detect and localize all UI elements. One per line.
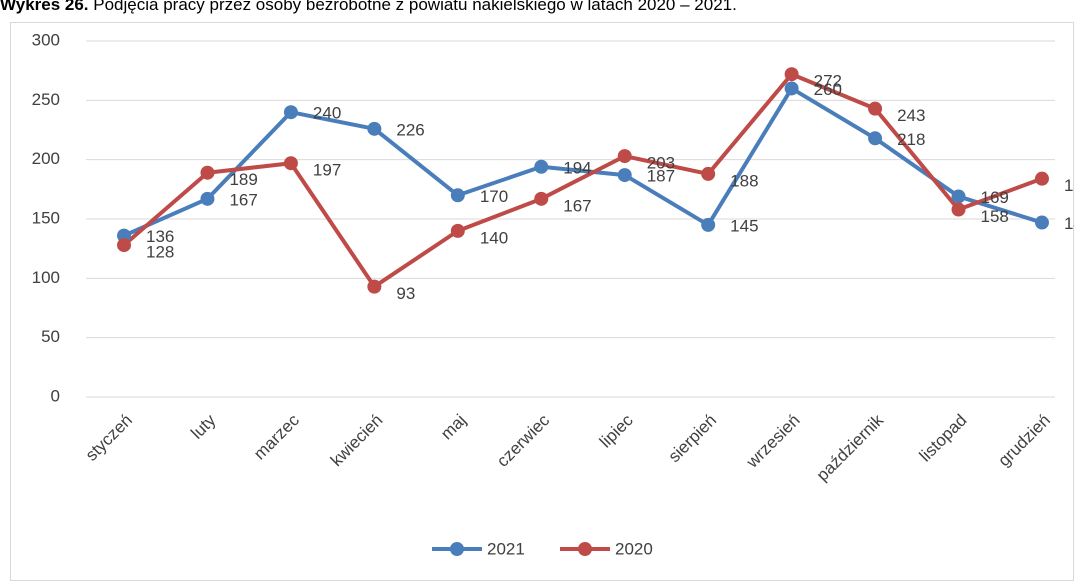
data-point — [617, 168, 632, 183]
data-label: 194 — [563, 158, 591, 177]
data-point — [534, 191, 549, 206]
series-line — [122, 72, 1043, 289]
data-point — [200, 191, 215, 206]
data-point — [784, 67, 799, 82]
data-label: 170 — [480, 187, 508, 206]
data-point — [117, 238, 132, 253]
data-point — [617, 149, 632, 164]
data-point — [283, 156, 298, 171]
data-label: 188 — [730, 171, 758, 190]
chart-title: Wykres 26. Podjęcia pracy przez osoby be… — [0, 0, 737, 14]
y-tick-label: 50 — [41, 327, 60, 346]
data-label: 184 — [1064, 176, 1074, 195]
data-point — [784, 81, 799, 96]
data-label: 260 — [814, 80, 842, 99]
chart-border — [10, 22, 1074, 581]
legend-label: 2020 — [615, 539, 653, 558]
data-label: 93 — [396, 284, 415, 303]
data-point — [450, 188, 465, 203]
data-label: 218 — [897, 130, 925, 149]
data-point — [200, 165, 215, 180]
data-label: 145 — [730, 216, 758, 235]
data-point — [367, 121, 382, 136]
title-text: Podjęcia pracy przez osoby bezrobotne z … — [93, 0, 737, 14]
y-tick-label: 150 — [32, 208, 60, 227]
series-line — [123, 86, 1043, 238]
data-label: 189 — [229, 170, 257, 189]
data-label: 197 — [313, 161, 341, 180]
data-point — [868, 131, 883, 146]
data-label: 203 — [647, 154, 675, 173]
data-label: 187 — [647, 167, 675, 186]
data-point — [868, 101, 883, 116]
data-point — [283, 105, 298, 120]
legend-marker — [578, 542, 592, 556]
data-label: 158 — [981, 207, 1009, 226]
data-label: 140 — [480, 228, 508, 247]
y-tick-label: 0 — [51, 386, 60, 405]
data-label: 167 — [563, 196, 591, 215]
data-label: 167 — [229, 190, 257, 209]
title-prefix: Wykres 26. — [0, 0, 89, 14]
legend-label: 2021 — [487, 539, 525, 558]
data-point — [450, 223, 465, 238]
data-label: 169 — [981, 188, 1009, 207]
data-point — [534, 159, 549, 174]
data-point — [701, 217, 716, 232]
data-point — [951, 189, 966, 204]
data-label: 272 — [814, 72, 842, 91]
data-label: 243 — [897, 106, 925, 125]
data-label: 136 — [146, 227, 174, 246]
data-point — [701, 166, 716, 181]
data-label: 240 — [313, 104, 341, 123]
data-point — [367, 279, 382, 294]
data-point — [1034, 171, 1049, 186]
y-tick-label: 100 — [32, 268, 60, 287]
y-tick-label: 250 — [32, 90, 60, 109]
data-label: 226 — [396, 120, 424, 139]
y-tick-label: 200 — [32, 149, 60, 168]
data-point — [951, 202, 966, 217]
data-label: 128 — [146, 243, 174, 262]
data-point — [1034, 215, 1049, 230]
y-tick-label: 300 — [32, 30, 60, 49]
legend-marker — [450, 542, 464, 556]
data-label: 147 — [1064, 214, 1074, 233]
